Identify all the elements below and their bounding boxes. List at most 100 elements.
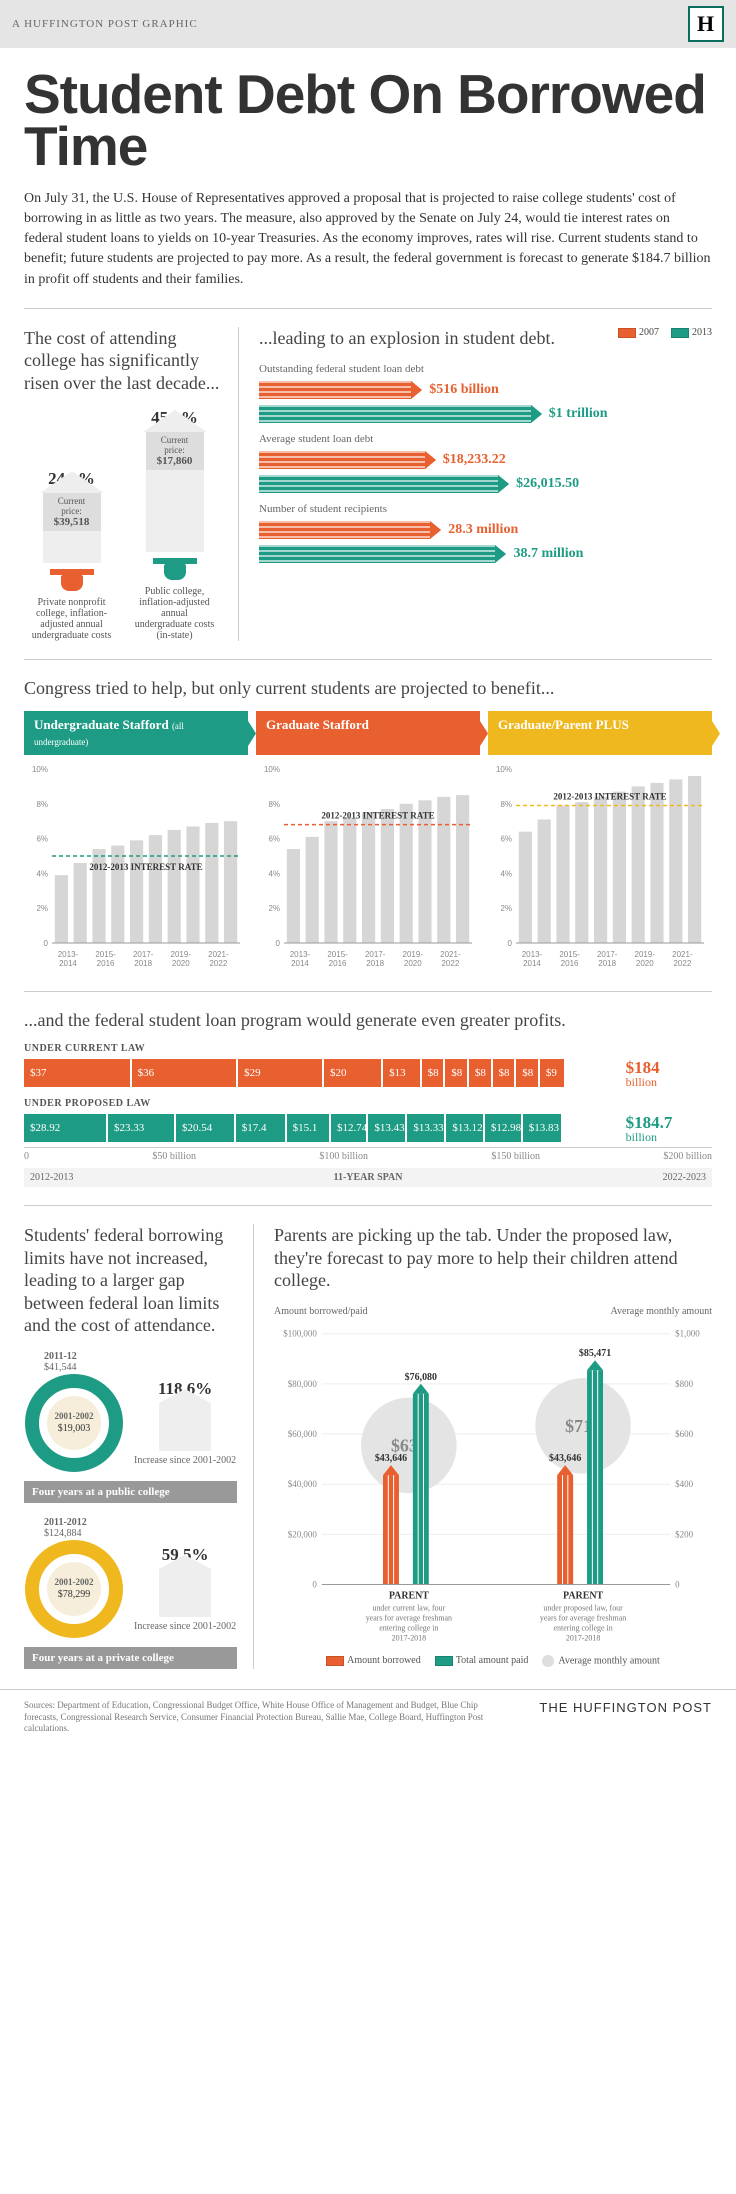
svg-text:0: 0 bbox=[276, 939, 281, 948]
svg-text:2018: 2018 bbox=[598, 959, 616, 968]
right-axis-title: Average monthly amount bbox=[611, 1306, 712, 1317]
svg-text:2022: 2022 bbox=[209, 959, 227, 968]
svg-text:4%: 4% bbox=[500, 870, 512, 879]
svg-text:$80,000: $80,000 bbox=[288, 1379, 318, 1389]
svg-text:2015-: 2015- bbox=[95, 950, 116, 959]
span-start: 2012-2013 bbox=[30, 1172, 73, 1183]
svg-text:2015-: 2015- bbox=[559, 950, 580, 959]
congress-charts: 0 2% 4% 6% 8% 10% 2012-2013 INTEREST RATE 201… bbox=[24, 763, 712, 973]
page-title: Student Debt On Borrowed Time bbox=[24, 68, 712, 173]
svg-text:10%: 10% bbox=[496, 765, 512, 774]
parents-legend: Amount borrowedTotal amount paidAverage … bbox=[274, 1655, 712, 1667]
svg-text:$76,080: $76,080 bbox=[405, 1372, 437, 1383]
explosion-legend: 20072013 bbox=[618, 327, 712, 340]
svg-text:2019-: 2019- bbox=[403, 950, 424, 959]
donut-chart: 2001-2002 $78,299 bbox=[24, 1539, 124, 1639]
svg-text:2022: 2022 bbox=[673, 959, 691, 968]
svg-text:$43,646: $43,646 bbox=[549, 1453, 581, 1464]
svg-text:$1,000: $1,000 bbox=[675, 1329, 700, 1339]
svg-text:8%: 8% bbox=[268, 800, 280, 809]
svg-text:PARENT: PARENT bbox=[389, 1590, 429, 1601]
svg-text:2020: 2020 bbox=[404, 959, 422, 968]
svg-text:2016: 2016 bbox=[329, 959, 347, 968]
parents-title: Parents are picking up the tab. Under th… bbox=[274, 1224, 712, 1292]
divider bbox=[24, 659, 712, 660]
left-axis-title: Amount borrowed/paid bbox=[274, 1306, 368, 1317]
svg-text:2013-: 2013- bbox=[58, 950, 79, 959]
svg-text:$400: $400 bbox=[675, 1479, 693, 1489]
divider bbox=[24, 1205, 712, 1206]
svg-text:$100,000: $100,000 bbox=[283, 1329, 317, 1339]
svg-text:2%: 2% bbox=[36, 905, 48, 914]
svg-text:$600: $600 bbox=[675, 1429, 693, 1439]
cost-title: The cost of attending college has signif… bbox=[24, 327, 222, 395]
svg-text:2018: 2018 bbox=[134, 959, 152, 968]
svg-text:2015-: 2015- bbox=[327, 950, 348, 959]
profits-chart: UNDER CURRENT LAW $37$36$29$20$13$8$8$8$… bbox=[24, 1043, 712, 1143]
svg-text:8%: 8% bbox=[500, 800, 512, 809]
metric-bars: Outstanding federal student loan debt .h… bbox=[259, 363, 712, 425]
svg-text:2014: 2014 bbox=[523, 959, 541, 968]
cost-arrow-private: 24.9% Current price:$39,518 Private nonp… bbox=[29, 469, 114, 641]
span-mid: 11-YEAR SPAN bbox=[334, 1172, 403, 1183]
svg-text:$800: $800 bbox=[675, 1379, 693, 1389]
parents-chart: 0$20,000$40,000$60,000$80,000$100,0000$2… bbox=[274, 1327, 712, 1647]
logo-icon: H bbox=[688, 6, 724, 42]
svg-text:under current law, four: under current law, four bbox=[372, 1603, 445, 1612]
divider bbox=[24, 991, 712, 992]
profits-title: ...and the federal student loan program … bbox=[24, 1010, 712, 1031]
svg-text:2017-: 2017- bbox=[133, 950, 154, 959]
donut-block: 2011-12$41,544 2001-2002 $19,003 118.6% … bbox=[24, 1351, 237, 1503]
svg-text:2%: 2% bbox=[268, 905, 280, 914]
brand-footer: THE HUFFINGTON POST bbox=[539, 1700, 712, 1735]
svg-text:2021-: 2021- bbox=[208, 950, 229, 959]
intro-text: On July 31, the U.S. House of Representa… bbox=[24, 189, 712, 290]
profit-row: $28.92$23.33$20.54$17.4$15.1$12.74$13.43… bbox=[24, 1113, 712, 1143]
span-end: 2022-2023 bbox=[663, 1172, 706, 1183]
limits-title: Students' federal borrowing limits have … bbox=[24, 1224, 237, 1337]
svg-text:6%: 6% bbox=[500, 835, 512, 844]
svg-text:0: 0 bbox=[508, 939, 513, 948]
svg-text:$43,646: $43,646 bbox=[375, 1453, 407, 1464]
svg-text:0: 0 bbox=[44, 939, 49, 948]
explosion-title: ...leading to an explosion in student de… bbox=[259, 328, 555, 348]
profits-axis: 0$50 billion$100 billion$150 billion$200… bbox=[24, 1147, 712, 1162]
svg-text:6%: 6% bbox=[36, 835, 48, 844]
svg-text:$78,299: $78,299 bbox=[58, 1589, 91, 1600]
metric-bars: Average student loan debt .hbar[style*="… bbox=[259, 433, 712, 495]
sources-text: Sources: Department of Education, Congre… bbox=[24, 1700, 504, 1735]
limits-section: Students' federal borrowing limits have … bbox=[24, 1224, 254, 1669]
svg-text:entering college in: entering college in bbox=[553, 1623, 612, 1632]
svg-text:years for average freshman: years for average freshman bbox=[366, 1613, 452, 1622]
svg-text:2013-: 2013- bbox=[522, 950, 543, 959]
svg-text:4%: 4% bbox=[268, 870, 280, 879]
svg-text:8%: 8% bbox=[36, 800, 48, 809]
svg-text:2012-2013 INTEREST RATE: 2012-2013 INTEREST RATE bbox=[89, 862, 202, 872]
metric-bars: Number of student recipients .hbar[style… bbox=[259, 503, 712, 565]
svg-text:$200: $200 bbox=[675, 1529, 693, 1539]
graphic-label: A HUFFINGTON POST GRAPHIC bbox=[12, 18, 198, 30]
svg-text:2012-2013 INTEREST RATE: 2012-2013 INTEREST RATE bbox=[553, 792, 666, 802]
svg-text:2021-: 2021- bbox=[440, 950, 461, 959]
congress-tab: Graduate Stafford bbox=[256, 711, 480, 755]
svg-text:2016: 2016 bbox=[561, 959, 579, 968]
svg-text:2019-: 2019- bbox=[635, 950, 656, 959]
svg-text:2017-: 2017- bbox=[365, 950, 386, 959]
svg-text:2017-: 2017- bbox=[597, 950, 618, 959]
svg-text:2014: 2014 bbox=[291, 959, 309, 968]
svg-text:2014: 2014 bbox=[59, 959, 77, 968]
header-bar: A HUFFINGTON POST GRAPHIC H bbox=[0, 0, 736, 48]
svg-text:$19,003: $19,003 bbox=[58, 1423, 91, 1434]
svg-text:$60,000: $60,000 bbox=[288, 1429, 318, 1439]
svg-text:2017-2018: 2017-2018 bbox=[392, 1633, 426, 1642]
svg-text:$40,000: $40,000 bbox=[288, 1479, 318, 1489]
rate-chart: 0 2% 4% 6% 8% 10% 2012-2013 INTEREST RATE 201… bbox=[488, 763, 712, 973]
explosion-section: ...leading to an explosion in student de… bbox=[259, 327, 712, 642]
svg-text:2021-: 2021- bbox=[672, 950, 693, 959]
svg-text:2018: 2018 bbox=[366, 959, 384, 968]
svg-text:2%: 2% bbox=[500, 905, 512, 914]
donut-block: 2011-2012$124,884 2001-2002 $78,299 59.5… bbox=[24, 1517, 237, 1669]
divider bbox=[24, 308, 712, 309]
grad-cap-icon bbox=[132, 558, 217, 580]
grad-cap-icon bbox=[29, 569, 114, 591]
